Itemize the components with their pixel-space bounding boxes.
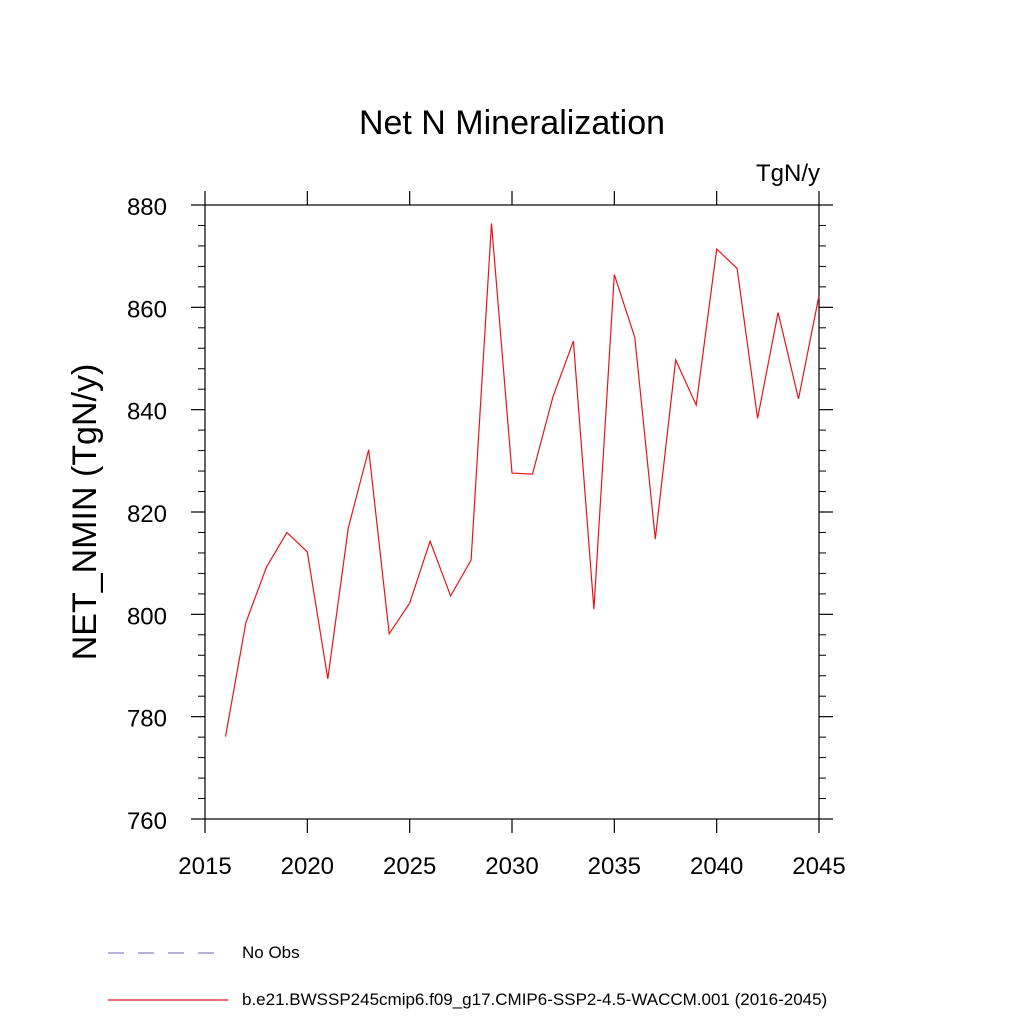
x-tick-label: 2035 — [588, 853, 641, 880]
series-line — [224, 223, 820, 737]
series-layer — [224, 223, 820, 737]
x-tick-label: 2020 — [281, 853, 334, 880]
x-tick-label: 2025 — [383, 853, 436, 880]
y-tick-label: 840 — [127, 399, 167, 426]
x-tick-label: 2040 — [690, 853, 743, 880]
x-axis-ticks: 2015 2020 2025 2030 2035 2040 2045 — [178, 191, 846, 880]
y-axis-label: NET_NMIN (TgN/y) — [66, 364, 104, 661]
y-tick-label: 760 — [127, 808, 167, 835]
x-tick-label: 2030 — [485, 853, 538, 880]
y-axis-ticks: 760 780 800 820 840 860 880 — [127, 194, 833, 835]
x-tick-label: 2015 — [178, 853, 231, 880]
plot-frame — [204, 204, 820, 820]
y-tick-label: 860 — [127, 296, 167, 323]
y-tick-label: 820 — [127, 501, 167, 528]
y-tick-label: 880 — [127, 194, 167, 221]
x-tick-label: 2045 — [792, 853, 845, 880]
y-tick-label: 780 — [127, 706, 167, 733]
y-tick-label: 800 — [127, 603, 167, 630]
legend-lines — [108, 952, 228, 1001]
chart-title: Net N Mineralization — [359, 104, 665, 142]
units-label: TgN/y — [756, 160, 820, 187]
